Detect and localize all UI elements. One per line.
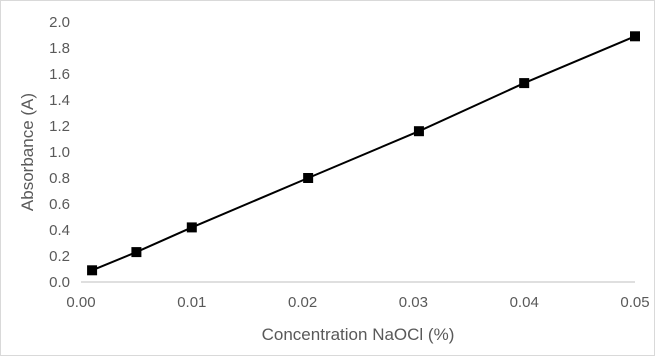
x-tick-label: 0.05 bbox=[620, 294, 649, 311]
y-tick-label: 1.2 bbox=[49, 118, 70, 135]
x-tick-labels: 0.00 0.01 0.02 0.03 0.04 0.05 bbox=[66, 294, 649, 311]
y-axis-title: Absorbance (A) bbox=[18, 93, 37, 211]
x-tick-label: 0.00 bbox=[66, 294, 95, 311]
data-point bbox=[131, 247, 142, 258]
x-tick-label: 0.03 bbox=[399, 294, 428, 311]
data-point bbox=[519, 78, 530, 89]
data-point bbox=[303, 173, 314, 183]
data-point bbox=[186, 222, 197, 233]
y-tick-label: 0.2 bbox=[49, 248, 70, 265]
y-tick-label: 0.0 bbox=[49, 274, 70, 291]
y-tick-label: 1.8 bbox=[49, 40, 70, 57]
y-tick-label: 1.4 bbox=[49, 92, 70, 109]
y-tick-label: 1.0 bbox=[49, 144, 70, 161]
x-tick-label: 0.01 bbox=[177, 294, 206, 311]
y-tick-labels: 0.0 0.2 0.4 0.6 0.8 1.0 1.2 1.4 1.6 1.8 2.0 bbox=[49, 14, 70, 291]
y-tick-label: 1.6 bbox=[49, 66, 70, 83]
y-tick-label: 2.0 bbox=[49, 14, 70, 31]
data-points bbox=[87, 31, 640, 276]
data-point bbox=[87, 265, 98, 276]
x-tick-label: 0.04 bbox=[510, 294, 539, 311]
data-point bbox=[630, 31, 640, 42]
y-tick-label: 0.6 bbox=[49, 196, 70, 213]
data-point bbox=[413, 126, 424, 137]
y-tick-label: 0.8 bbox=[49, 170, 70, 187]
x-tick-label: 0.02 bbox=[288, 294, 317, 311]
series-line bbox=[91, 35, 636, 272]
y-tick-label: 0.4 bbox=[49, 222, 70, 239]
x-axis-title: Concentration NaOCl (%) bbox=[262, 325, 455, 344]
